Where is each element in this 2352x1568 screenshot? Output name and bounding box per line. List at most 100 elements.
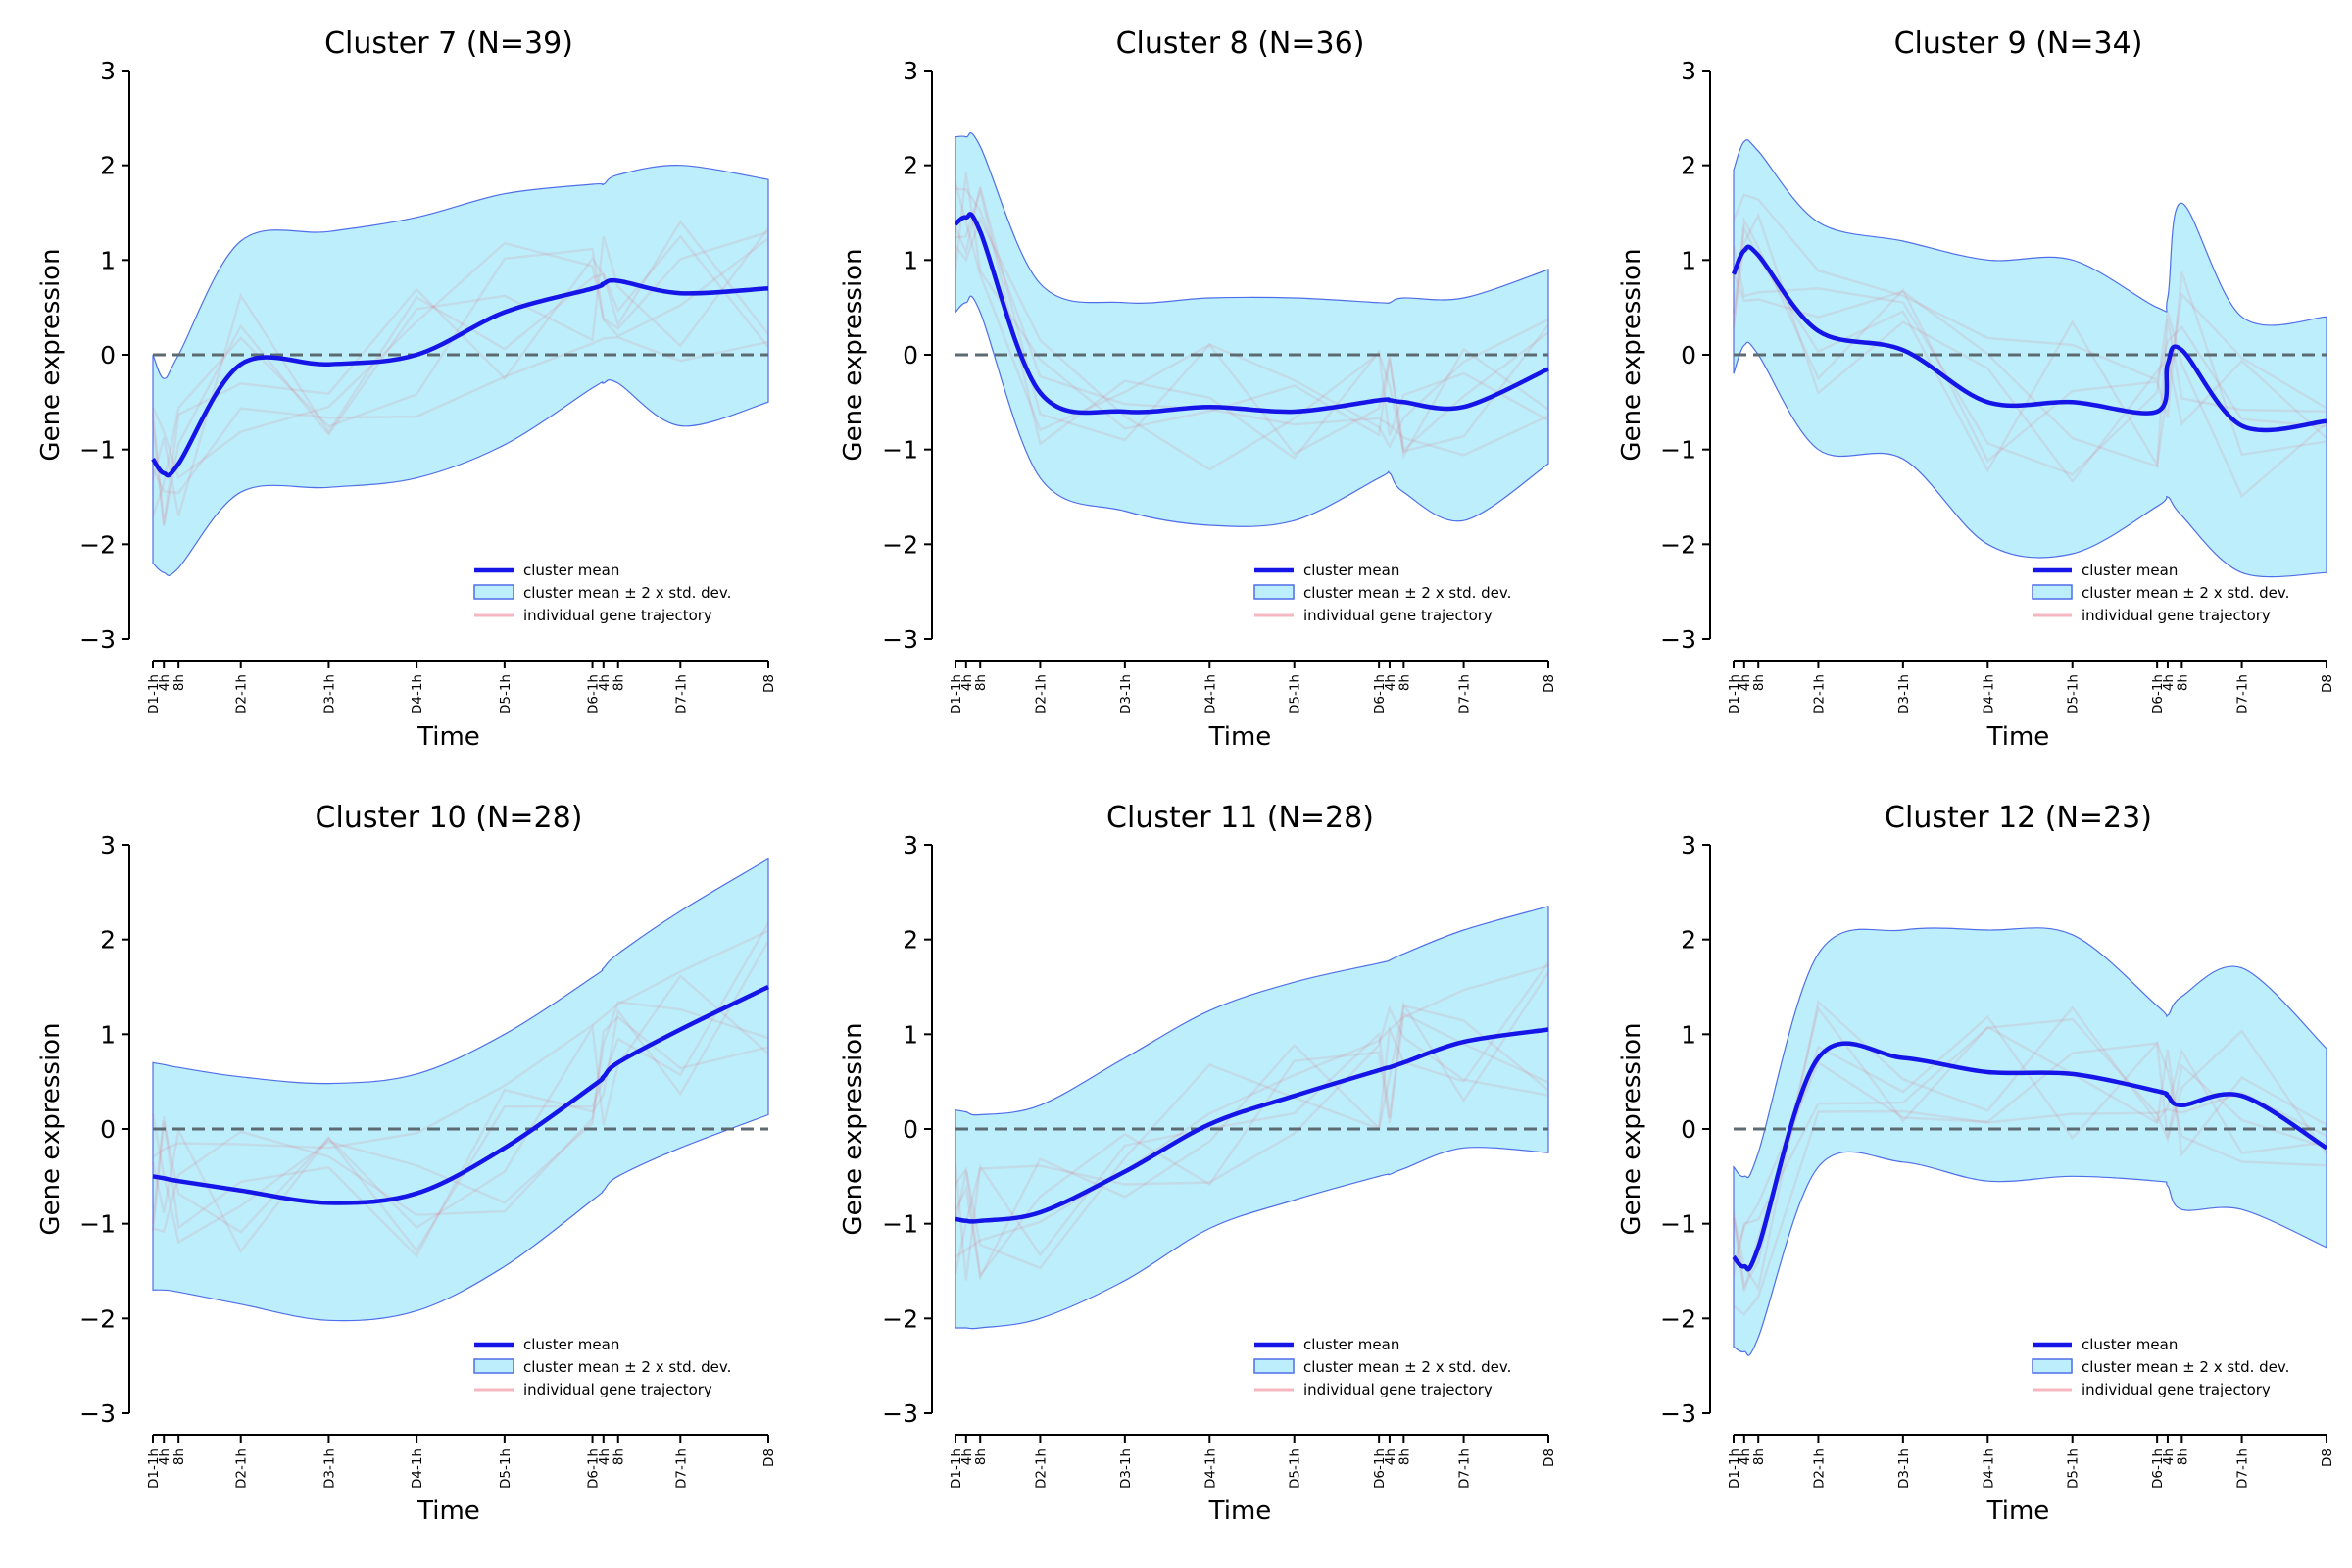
xtick-label: 8h: [973, 1448, 989, 1465]
gene-trajectory: [954, 1004, 1549, 1275]
xtick-label: D1-1h: [146, 1448, 162, 1489]
xtick-label: D1-1h: [1727, 674, 1742, 714]
ytick-label: 1: [1681, 246, 1696, 274]
ytick-label: −1: [882, 1210, 918, 1239]
y-axis-label: Gene expression: [839, 1022, 868, 1235]
xtick-label: D1-1h: [949, 674, 964, 714]
std-band: [1733, 138, 2328, 578]
xtick-label: 8h: [172, 1448, 187, 1465]
xtick-label: D3-1h: [321, 1448, 337, 1489]
xtick-label: 8h: [612, 674, 627, 691]
cluster-mean-line: [954, 212, 1549, 416]
xtick-label: D5-1h: [2066, 674, 2082, 714]
xtick-label: D2-1h: [1033, 674, 1049, 714]
gene-trajectory: [1732, 1014, 2328, 1293]
ytick-label: 1: [1681, 1020, 1696, 1049]
legend-trajectory-label: individual gene trajectory: [523, 607, 712, 624]
y-axis-label: Gene expression: [839, 248, 868, 461]
xtick-label: D4-1h: [410, 1448, 425, 1489]
xtick-label: D6-1h: [1372, 674, 1388, 714]
xtick-label: 4h: [597, 1448, 612, 1465]
std-band: [955, 906, 1549, 1330]
std-band: [955, 132, 1549, 527]
gene-trajectory: [1732, 1005, 2328, 1291]
x-axis-label: Time: [1208, 722, 1272, 752]
ytick-label: −1: [1660, 436, 1696, 465]
xtick-label: D1-1h: [146, 674, 162, 714]
chart-title: Cluster 8 (N=36): [1116, 26, 1365, 61]
xtick-label: D8: [2320, 674, 2335, 693]
xtick-label: D8: [761, 1448, 777, 1467]
xtick-label: D4-1h: [410, 674, 425, 714]
gene-trajectory: [955, 1004, 1549, 1270]
xtick-label: D7-1h: [673, 674, 689, 714]
legend-band-swatch: [1253, 1358, 1295, 1374]
legend-mean-label: cluster mean: [523, 562, 619, 579]
xtick-label: 8h: [973, 674, 989, 691]
gene-trajectory: [152, 929, 769, 1158]
y-axis-label: Gene expression: [1617, 248, 1646, 461]
gene-trajectory: [1732, 999, 2328, 1292]
xtick-label: D6-1h: [586, 1448, 602, 1489]
xtick-label: D6-1h: [586, 674, 602, 714]
gene-trajectory: [1732, 272, 2328, 468]
gene-trajectory: [955, 964, 1549, 1258]
legend-mean-label: cluster mean: [2082, 562, 2178, 579]
ytick-label: −3: [1660, 1399, 1696, 1428]
legend-band-swatch: [473, 584, 514, 600]
cluster-mean-line: [152, 984, 769, 1205]
ytick-label: 3: [903, 57, 918, 85]
gene-trajectory: [1733, 1091, 2328, 1316]
legend-mean-label: cluster mean: [523, 1336, 619, 1353]
gene-trajectory: [1732, 193, 2328, 428]
ytick-label: −3: [79, 1399, 116, 1428]
legend-band-label: cluster mean ± 2 x std. dev.: [1303, 584, 1511, 602]
xtick-label: 8h: [1751, 674, 1767, 691]
xtick-label: 4h: [959, 674, 975, 691]
xtick-label: D4-1h: [1981, 1448, 1996, 1489]
x-axis-label: Time: [1986, 1496, 2050, 1526]
gene-trajectory: [954, 971, 1550, 1281]
xtick-label: 8h: [172, 674, 187, 691]
ytick-label: −1: [882, 436, 918, 465]
x-axis-label: Time: [1208, 1496, 1272, 1526]
gene-trajectory: [1732, 216, 2328, 464]
gene-trajectory: [955, 187, 1549, 457]
gene-trajectory: [151, 922, 770, 1254]
gene-trajectory: [1732, 212, 2328, 484]
xtick-label: D7-1h: [2235, 674, 2251, 714]
gene-trajectory: [954, 182, 1549, 450]
std-band: [152, 858, 769, 1322]
legend-mean-label: cluster mean: [1303, 1336, 1399, 1353]
ytick-label: −1: [1660, 1210, 1696, 1239]
xtick-label: 8h: [1396, 674, 1412, 691]
xtick-label: D7-1h: [1457, 674, 1473, 714]
ytick-label: 2: [903, 152, 918, 180]
cluster-mean-line: [1731, 244, 2328, 433]
xtick-label: D5-1h: [1288, 674, 1303, 714]
ytick-label: 0: [1681, 1115, 1696, 1144]
xtick-label: D3-1h: [321, 674, 337, 714]
ytick-label: −2: [882, 530, 918, 559]
ytick-label: 1: [100, 246, 116, 274]
xtick-label: D2-1h: [234, 674, 250, 714]
xtick-label: D4-1h: [1202, 674, 1218, 714]
ytick-label: −1: [79, 436, 116, 465]
gene-trajectory: [954, 1011, 1549, 1279]
gene-trajectory: [151, 336, 769, 495]
gene-trajectory: [954, 172, 1549, 460]
gene-trajectory: [152, 1001, 769, 1233]
xtick-label: D8: [761, 674, 777, 693]
xtick-label: 8h: [2175, 1448, 2190, 1465]
xtick-label: D8: [1542, 674, 1557, 693]
legend-mean-label: cluster mean: [2082, 1336, 2178, 1353]
xtick-label: 4h: [959, 1448, 975, 1465]
xtick-label: 4h: [2161, 1448, 2177, 1465]
xtick-label: 8h: [2175, 674, 2190, 691]
xtick-label: D7-1h: [2235, 1448, 2251, 1489]
y-axis-label: Gene expression: [36, 248, 66, 461]
xtick-label: D7-1h: [673, 1448, 689, 1489]
